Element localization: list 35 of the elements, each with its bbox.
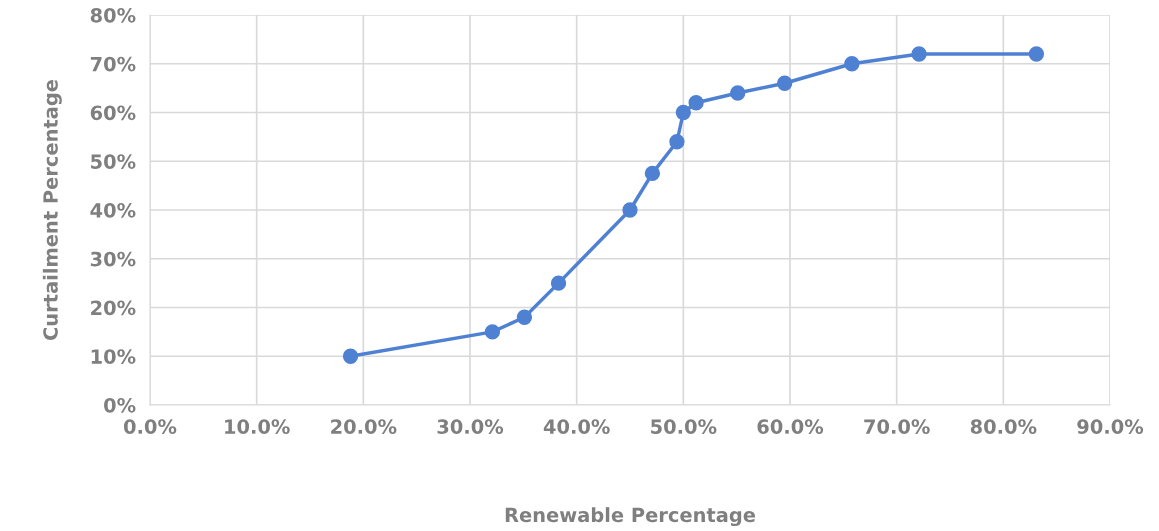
point	[484, 324, 501, 340]
x-tick-label: 80.0%	[970, 419, 1037, 434]
y-tick-label: 70%	[90, 56, 136, 72]
x-tick-label: 90.0%	[1077, 419, 1144, 434]
y-axis-title: Curtailment Percentage	[42, 79, 62, 340]
point	[622, 202, 638, 218]
point	[911, 46, 927, 62]
x-tick-label: 0.0%	[123, 419, 177, 434]
point	[644, 165, 661, 182]
point	[730, 85, 746, 101]
y-tick-label: 30%	[90, 251, 136, 267]
point	[777, 75, 793, 91]
point	[669, 134, 685, 150]
point	[844, 56, 860, 72]
x-tick-label: 60.0%	[757, 419, 824, 434]
y-tick-label: 20%	[91, 300, 136, 316]
point	[342, 348, 359, 364]
x-tick-label: 70.0%	[864, 419, 930, 434]
y-tick-label: 80%	[90, 7, 136, 23]
x-tick-label: 30.0%	[437, 419, 504, 434]
point	[675, 104, 691, 121]
x-tick-label: 20.0%	[331, 419, 397, 434]
point	[516, 309, 533, 325]
y-tick-label: 60%	[90, 105, 136, 121]
point	[1028, 46, 1045, 62]
x-tick-label: 50.0%	[651, 419, 717, 434]
x-tick-label: 40.0%	[543, 419, 610, 434]
y-tick-label: 10%	[91, 349, 136, 364]
x-axis-title: Renewable Percentage	[505, 507, 756, 527]
x-tick-label: 10.0%	[225, 419, 290, 434]
y-tick-label: 0%	[104, 397, 136, 413]
point	[550, 275, 567, 291]
point	[688, 95, 704, 111]
y-tick-label: 40%	[90, 202, 136, 218]
y-tick-label: 50%	[91, 154, 136, 169]
